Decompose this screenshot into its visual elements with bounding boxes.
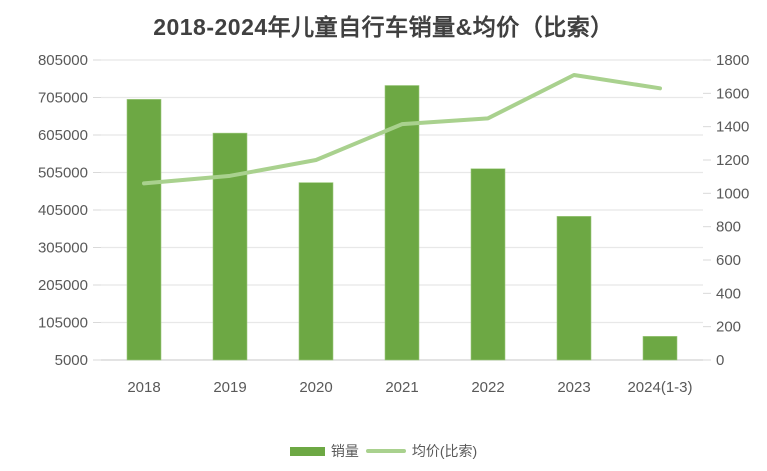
left-axis-tick-label: 505000 [38, 165, 88, 182]
sales-bar [384, 85, 420, 361]
legend: 销量 均价(比索) [0, 441, 767, 461]
x-axis-tick-label: 2022 [471, 379, 504, 396]
x-axis-tick-label: 2023 [557, 379, 590, 396]
right-axis-tick-label: 400 [716, 285, 741, 302]
left-axis-tick-label: 805000 [38, 52, 88, 69]
x-axis-tick-label: 2021 [385, 379, 418, 396]
right-axis-tick-label: 1400 [716, 119, 749, 136]
chart-title: 2018-2024年儿童自行车销量&均价（比索） [153, 14, 614, 40]
price-line-swatch-icon [365, 449, 406, 453]
legend-sales-label: 销量 [330, 443, 359, 459]
left-axis-tick-label: 5000 [55, 352, 88, 369]
x-axis-tick-label: 2020 [299, 379, 332, 396]
right-axis-tick-label: 800 [716, 219, 741, 236]
left-axis-tick-label: 305000 [38, 240, 88, 257]
sales-bar [556, 216, 592, 361]
right-axis-tick-label: 1800 [716, 52, 749, 69]
sales-bar [470, 168, 506, 361]
x-axis-tick-label: 2019 [213, 379, 246, 396]
left-axis-tick-label: 205000 [38, 277, 88, 294]
sales-bar-swatch-icon [289, 446, 325, 456]
price-line [142, 73, 662, 186]
right-axis-tick-label: 1600 [716, 85, 749, 102]
sales-bar [212, 132, 248, 361]
legend-item-sales: 销量 [289, 441, 359, 461]
legend-item-price: 均价(比索) [365, 441, 478, 461]
right-axis-tick-label: 600 [716, 252, 741, 269]
x-axis-tick-label: 2024(1-3) [627, 379, 692, 396]
sales-bar [642, 336, 678, 361]
right-axis-tick-label: 1000 [716, 185, 749, 202]
legend-price-label: 均价(比索) [411, 443, 478, 459]
right-axis-tick-label: 0 [716, 352, 724, 369]
sales-bar [298, 182, 334, 361]
left-axis-tick-label: 605000 [38, 127, 88, 144]
right-axis-tick-label: 1200 [716, 152, 749, 169]
x-axis-tick-label: 2018 [127, 379, 160, 396]
left-axis-tick-label: 105000 [38, 315, 88, 332]
right-axis-tick-label: 200 [716, 319, 741, 336]
left-axis-tick-label: 705000 [38, 90, 88, 107]
sales-bar [126, 99, 162, 361]
left-axis-tick-label: 405000 [38, 202, 88, 219]
